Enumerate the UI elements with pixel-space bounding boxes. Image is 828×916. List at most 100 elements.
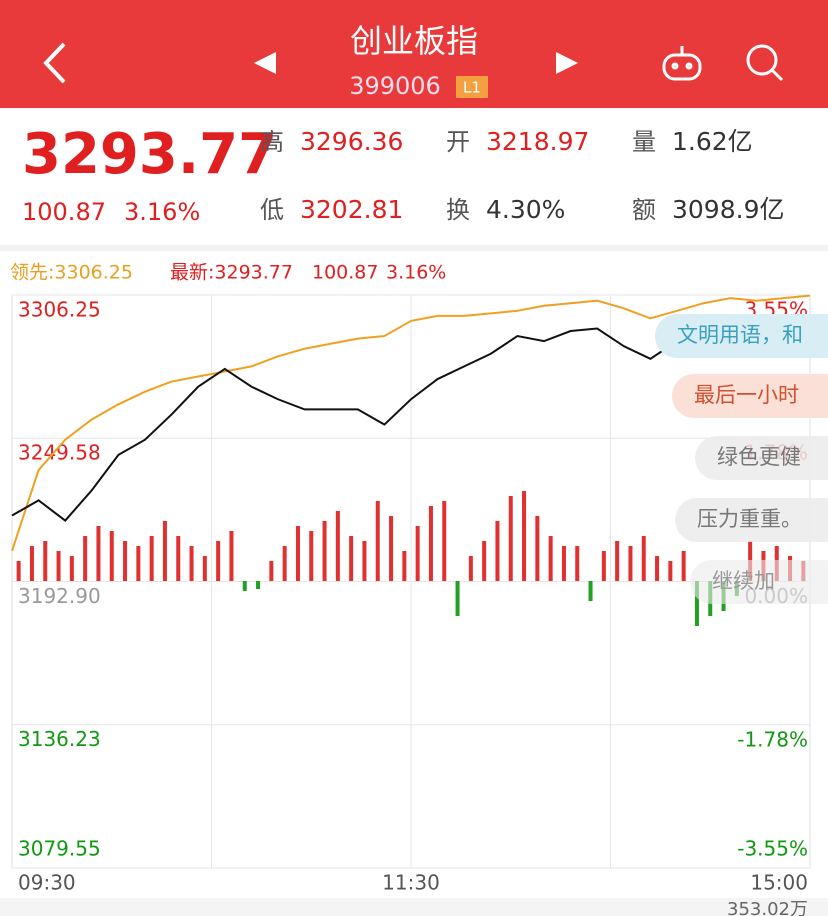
volume-bar bbox=[96, 526, 101, 581]
volume-bar bbox=[522, 491, 527, 581]
volume-bar bbox=[415, 526, 420, 581]
volume-bar bbox=[256, 581, 261, 589]
footer-strip bbox=[0, 898, 828, 916]
volume-bar bbox=[535, 516, 540, 581]
volume-bar bbox=[548, 536, 553, 581]
stat-label: 低 bbox=[260, 196, 284, 224]
volume-bar bbox=[615, 541, 620, 581]
stat-value: 3296.36 bbox=[300, 127, 403, 156]
volume-bar bbox=[681, 551, 686, 581]
volume-bar bbox=[468, 556, 473, 581]
comment-bubble bbox=[675, 498, 828, 542]
y-tick-label: 3306.25 bbox=[18, 298, 101, 322]
volume-bar bbox=[349, 536, 354, 581]
volume-bar bbox=[362, 541, 367, 581]
footer-volume: 353.02万 bbox=[727, 899, 808, 916]
robot-icon[interactable] bbox=[662, 46, 702, 81]
volume-bar bbox=[588, 581, 593, 601]
volume-bar bbox=[269, 561, 274, 581]
volume-bar bbox=[229, 531, 234, 581]
prev-button[interactable] bbox=[254, 52, 276, 74]
volume-bar bbox=[375, 501, 380, 581]
volume-bar bbox=[402, 551, 407, 581]
volume-bar bbox=[561, 546, 566, 581]
divider bbox=[0, 245, 828, 251]
x-tick-label: 09:30 bbox=[18, 871, 76, 895]
stat-value: 4.30% bbox=[486, 195, 565, 224]
volume-bar bbox=[575, 546, 580, 581]
change: 100.87 bbox=[22, 198, 106, 226]
volume-bar bbox=[83, 536, 88, 581]
y-tick-label: 3079.55 bbox=[18, 837, 101, 861]
comment-text: 压力重重。 bbox=[697, 507, 802, 531]
volume-bar bbox=[508, 496, 513, 581]
code: 399006 bbox=[349, 72, 441, 100]
y-tick-label: 3136.23 bbox=[18, 727, 101, 751]
y-tick-label: 3192.90 bbox=[18, 584, 101, 608]
comment-text: 绿色更健 bbox=[717, 445, 801, 469]
volume-bar bbox=[282, 546, 287, 581]
volume-bar bbox=[655, 556, 660, 581]
x-tick-label: 11:30 bbox=[382, 871, 440, 895]
stat-value: 3098.9亿 bbox=[672, 195, 784, 224]
legend-lead: 领先:3306.25 bbox=[10, 262, 133, 284]
volume-bar bbox=[495, 521, 500, 581]
volume-bar bbox=[482, 541, 487, 581]
x-tick-label: 15:00 bbox=[750, 871, 808, 895]
y-tick-label: 3249.58 bbox=[18, 441, 101, 465]
volume-bar bbox=[162, 521, 167, 581]
volume-bar bbox=[43, 541, 48, 581]
comment-text: 文明用语，和 bbox=[677, 323, 803, 347]
volume-bar bbox=[628, 546, 633, 581]
comment-text: 最后一小时 bbox=[694, 383, 799, 407]
volume-bar bbox=[322, 521, 327, 581]
stat-label: 高 bbox=[260, 128, 284, 156]
volume-bar bbox=[309, 531, 314, 581]
legend-latest: 最新:3293.77 bbox=[170, 262, 293, 284]
stat-value: 3218.97 bbox=[486, 127, 589, 156]
comment-text: 继续加 bbox=[712, 569, 775, 593]
stat-label: 额 bbox=[632, 196, 656, 224]
price-line bbox=[11, 294, 811, 552]
stat-label: 开 bbox=[446, 128, 470, 156]
stat-value: 1.62亿 bbox=[672, 127, 753, 156]
volume-bar bbox=[123, 541, 128, 581]
volume-bar bbox=[16, 561, 21, 581]
volume-bar bbox=[216, 541, 221, 581]
stat-label: 换 bbox=[446, 196, 470, 224]
comment-bubble bbox=[655, 314, 828, 358]
legend-change: 100.87 bbox=[312, 262, 378, 284]
volume-bar bbox=[189, 546, 194, 581]
volume-bar bbox=[455, 581, 460, 616]
volume-bar bbox=[136, 546, 141, 581]
volume-bar bbox=[668, 561, 673, 581]
volume-bar bbox=[176, 536, 181, 581]
comment-bubble bbox=[690, 560, 828, 604]
volume-bar bbox=[428, 506, 433, 581]
next-button[interactable] bbox=[556, 52, 578, 74]
change-pct: 3.16% bbox=[124, 198, 200, 226]
volume-bar bbox=[641, 536, 646, 581]
volume-bar bbox=[69, 556, 74, 581]
volume-bar bbox=[242, 581, 247, 591]
search-icon[interactable] bbox=[746, 44, 784, 82]
volume-bar bbox=[149, 536, 154, 581]
badge: L1 bbox=[463, 79, 481, 97]
volume-bar bbox=[335, 511, 340, 581]
comment-bubble bbox=[672, 374, 828, 418]
volume-bar bbox=[442, 501, 447, 581]
y2-tick-label: -3.55% bbox=[737, 837, 808, 861]
price: 3293.77 bbox=[22, 122, 277, 187]
legend-change-pct: 3.16% bbox=[386, 262, 446, 284]
comment-bubble bbox=[695, 436, 828, 480]
badge-bg bbox=[456, 76, 488, 98]
volume-bar bbox=[202, 556, 207, 581]
back-button[interactable] bbox=[43, 42, 66, 84]
stat-value: 3202.81 bbox=[300, 195, 403, 224]
volume-bar bbox=[295, 526, 300, 581]
volume-bar bbox=[56, 551, 61, 581]
volume-bar bbox=[109, 531, 114, 581]
volume-bar bbox=[601, 551, 606, 581]
